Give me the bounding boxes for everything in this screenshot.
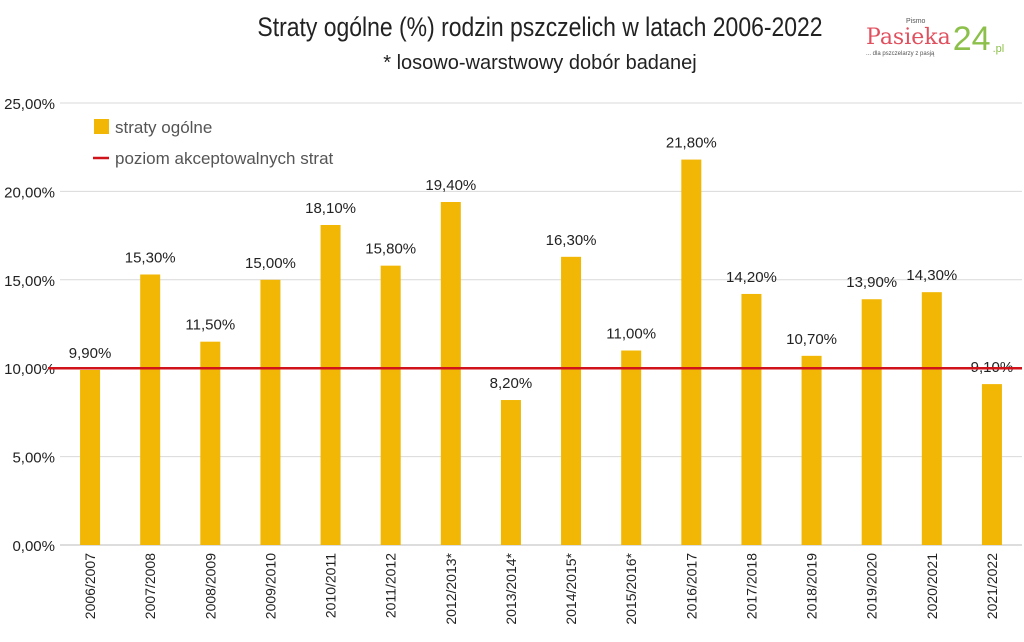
data-label: 15,80% <box>365 241 416 258</box>
bar <box>861 299 882 545</box>
bar <box>80 369 101 545</box>
x-tick-label: 2015/2016* <box>623 552 639 624</box>
y-tick-label: 20,00% <box>4 184 55 201</box>
x-tick-label: 2016/2017 <box>683 553 699 619</box>
pasieka24-logo: Pismo Pasieka ... dla pszczelarzy z pasj… <box>866 4 1022 58</box>
logo-text-column: Pismo Pasieka ... dla pszczelarzy z pasj… <box>866 18 951 58</box>
data-label: 14,20% <box>726 269 777 286</box>
y-tick-label: 5,00% <box>12 450 55 467</box>
bar <box>320 224 341 545</box>
y-tick-label: 15,00% <box>4 273 55 290</box>
chart-title: Straty ogólne (%) rodzin pszczelich w la… <box>257 12 823 42</box>
logo-num: 24 <box>952 20 991 58</box>
x-tick-label: 2007/2008 <box>142 553 158 619</box>
data-label: 15,30% <box>125 249 176 266</box>
y-tick-label: 10,00% <box>4 361 55 378</box>
x-tick-label: 2008/2009 <box>202 553 218 619</box>
bar <box>561 256 582 545</box>
bar <box>140 274 161 545</box>
bar <box>500 400 521 545</box>
x-tick-label: 2021/2022 <box>984 553 1000 619</box>
bar <box>681 159 702 546</box>
logo-small: Pismo <box>906 18 926 25</box>
bar <box>380 265 401 545</box>
bar <box>981 384 1002 545</box>
data-label: 18,10% <box>305 200 356 217</box>
legend-label-bars: straty ogólne <box>115 118 212 137</box>
data-label: 11,00% <box>606 326 656 343</box>
data-label: 10,70% <box>786 331 837 348</box>
bar <box>260 279 281 545</box>
x-tick-label: 2017/2018 <box>743 553 759 619</box>
bar <box>921 292 942 545</box>
x-tick-label: 2009/2010 <box>262 553 278 619</box>
data-label: 21,80% <box>666 135 717 152</box>
bar <box>200 341 221 545</box>
x-tick-label: 2020/2021 <box>924 553 940 619</box>
y-tick-label: 25,00% <box>4 96 55 113</box>
bar <box>801 355 822 545</box>
x-tick-label: 2010/2011 <box>323 553 339 618</box>
data-label: 16,30% <box>546 232 597 249</box>
data-label: 11,50% <box>185 317 235 334</box>
logo-tagline: ... dla pszczelarzy z pasją <box>866 51 935 57</box>
data-label: 8,20% <box>490 375 533 392</box>
data-label: 15,00% <box>245 255 296 272</box>
data-label: 9,90% <box>69 345 112 362</box>
legend-label-line: poziom akceptowalnych strat <box>115 149 334 168</box>
data-label: 13,90% <box>846 274 897 291</box>
x-tick-label: 2014/2015* <box>563 552 579 624</box>
data-label: 19,40% <box>425 177 476 194</box>
x-tick-label: 2011/2012 <box>383 553 399 618</box>
x-tick-label: 2019/2020 <box>864 553 880 619</box>
logo-tld: .pl <box>992 43 1005 55</box>
bar <box>440 202 461 545</box>
x-tick-label: 2012/2013* <box>443 552 459 624</box>
data-label: 14,30% <box>906 267 957 284</box>
chart-subtitle: * losowo-warstwowy dobór badanej <box>383 52 697 74</box>
x-tick-label: 2006/2007 <box>82 553 98 619</box>
legend-swatch-bars <box>94 119 109 134</box>
bar <box>741 293 762 545</box>
bar <box>621 350 642 545</box>
x-tick-label: 2018/2019 <box>804 553 820 619</box>
x-tick-label: 2013/2014* <box>503 552 519 624</box>
y-tick-label: 0,00% <box>12 538 55 555</box>
logo-main: Pasieka <box>866 25 951 50</box>
